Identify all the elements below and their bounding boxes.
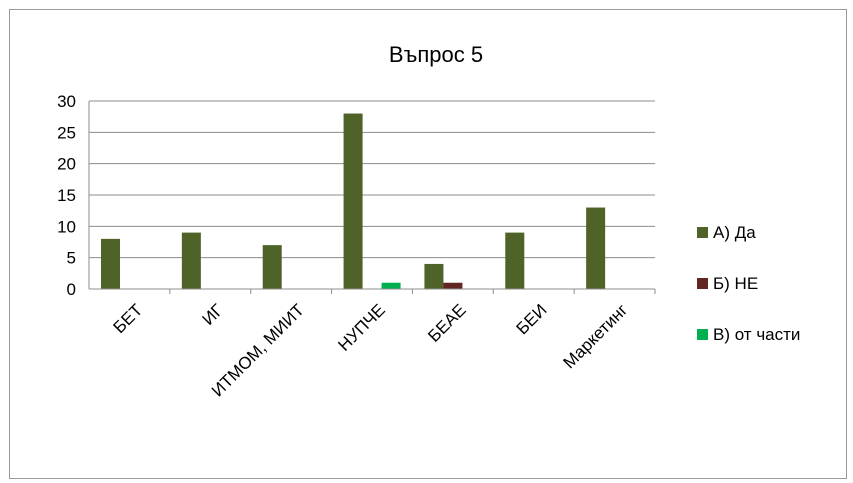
bar [443,282,463,289]
y-tick-label: 0 [67,280,76,299]
legend-swatch [697,278,708,289]
bar [101,238,120,289]
legend: А) Да Б) НЕ В) от части [697,223,800,344]
legend-label: В) от части [713,325,800,344]
y-tick-label: 5 [67,249,76,268]
bar [262,245,282,289]
category-label: БЕАЕ [424,300,469,345]
category-label: Маркетинг [560,300,632,372]
legend-label: Б) НЕ [713,274,758,293]
y-tick-label: 15 [57,186,76,205]
category-label: БЕИ [513,300,551,338]
category-label: БЕТ [110,300,147,337]
y-tick-label: 30 [57,92,76,111]
legend-swatch [697,329,708,340]
bar [505,232,525,289]
y-tick-label: 10 [57,217,76,236]
gridlines [89,100,655,290]
legend-swatch [697,227,708,238]
chart-title: Въпрос 5 [389,42,483,67]
bars [101,113,606,290]
category-label: ИГ [199,300,228,329]
x-axis [88,101,656,294]
bar [381,282,401,289]
y-axis-ticks: 0 5 10 15 20 25 30 [57,92,76,299]
bar [343,113,363,290]
category-label: НУПЧЕ [334,300,388,354]
legend-label: А) Да [713,223,756,242]
y-tick-label: 25 [57,123,76,142]
bar [181,232,201,289]
y-tick-label: 20 [57,155,76,174]
bar [586,207,606,289]
chart-frame [9,9,847,479]
bar [424,263,444,289]
